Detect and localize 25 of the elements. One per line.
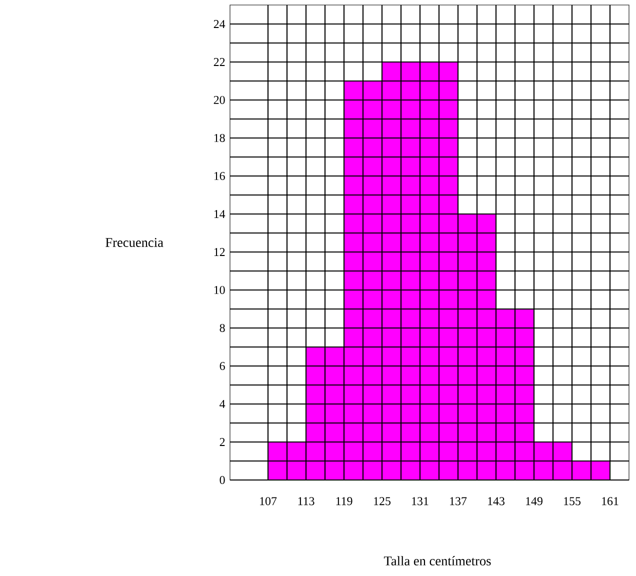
y-tick-label: 0 (220, 476, 225, 484)
x-tick-label: 113 (298, 497, 314, 506)
y-tick-label: 6 (220, 362, 225, 370)
x-tick-label: 149 (526, 497, 542, 506)
y-tick-label: 24 (214, 20, 226, 28)
y-tick-label: 20 (214, 96, 225, 104)
x-tick-label: 143 (488, 497, 505, 506)
y-tick-label: 12 (214, 248, 225, 256)
x-tick-label: 161 (602, 497, 618, 506)
x-axis-title: Talla en centímetros (384, 556, 491, 566)
y-tick-label: 10 (214, 286, 225, 294)
y-tick-label: 14 (214, 210, 226, 218)
x-tick-label: 125 (374, 497, 391, 506)
y-tick-label: 22 (214, 58, 225, 66)
x-tick-label: 155 (564, 497, 581, 506)
x-tick-label: 131 (412, 497, 428, 506)
x-tick-label: 107 (260, 497, 277, 506)
y-tick-label: 8 (220, 324, 225, 332)
x-tick-label: 137 (450, 497, 467, 506)
y-tick-label: 16 (214, 172, 225, 180)
y-tick-label: 4 (220, 400, 226, 408)
y-tick-label: 18 (214, 134, 225, 142)
y-tick-label: 2 (220, 438, 225, 446)
y-axis-title: Frecuencia (106, 238, 164, 247)
x-tick-label: 119 (336, 497, 352, 506)
